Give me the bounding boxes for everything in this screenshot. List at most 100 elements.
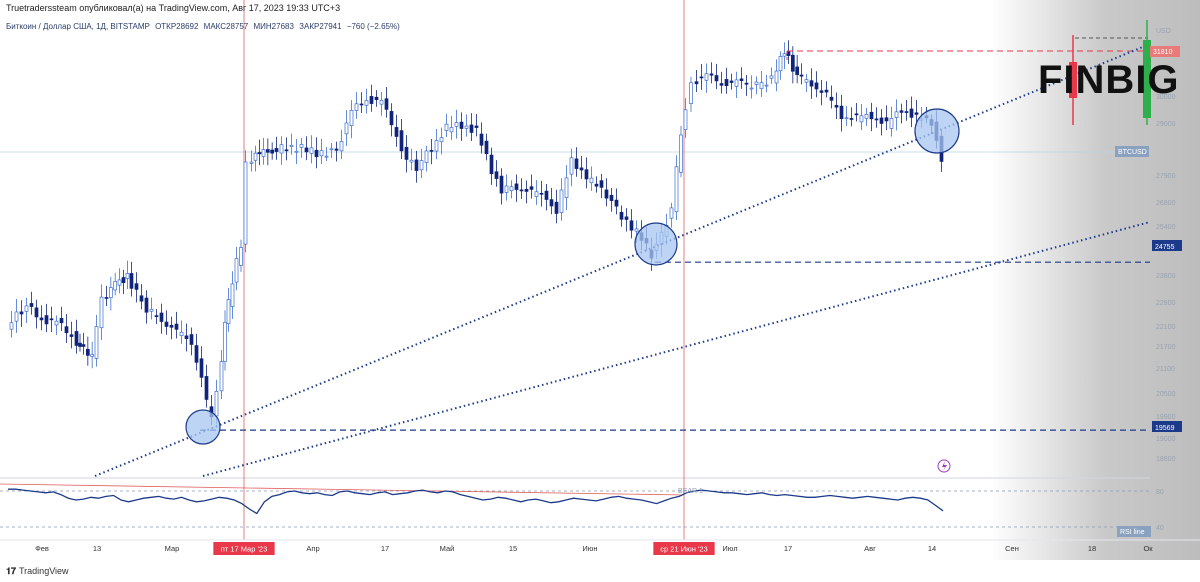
y-axis[interactable]: USD 30000 29000 27900 26800 25400 24755 23800 22…: [1115, 28, 1182, 463]
candle: [219, 350, 224, 400]
candle: [334, 141, 339, 162]
candle-body: [884, 117, 889, 122]
candle: [439, 127, 444, 155]
x-event-tag: ср 21 Июн '23: [660, 545, 707, 554]
candle: [909, 96, 914, 128]
candle-body: [764, 84, 769, 87]
candle: [289, 133, 294, 155]
candle: [184, 323, 189, 352]
x-tick-Мар: Мар: [165, 544, 180, 553]
candle: [594, 176, 599, 193]
candle-body: [739, 78, 744, 81]
x-tick-13: 13: [93, 544, 101, 553]
candle: [104, 285, 109, 306]
candle-body: [749, 87, 754, 90]
candle-body: [261, 149, 266, 157]
logo-candle-red: [1069, 62, 1077, 98]
candle: [474, 113, 479, 137]
candle-body: [839, 105, 844, 120]
candle-body: [709, 73, 714, 76]
candle: [879, 109, 884, 136]
candle-body: [384, 98, 389, 110]
candle: [719, 71, 724, 94]
candle: [279, 136, 284, 165]
candle: [74, 319, 79, 354]
candle: [749, 75, 754, 99]
footer-brand[interactable]: TradingView: [19, 566, 69, 576]
candle-body: [64, 326, 69, 334]
candle: [584, 157, 589, 189]
candle: [270, 142, 275, 160]
candle-body: [504, 185, 509, 193]
candle-body: [474, 125, 479, 128]
symbol-name[interactable]: Биткоин / Доллар США, 1Д, BITSTAMP: [6, 22, 150, 31]
candle-body: [782, 53, 787, 57]
candle-body: [624, 216, 629, 220]
candle-body: [174, 323, 179, 330]
candle-body: [169, 324, 174, 328]
candle: [699, 64, 704, 90]
candle: [814, 71, 819, 98]
candle-body: [619, 211, 624, 220]
candle-body: [879, 117, 884, 124]
candle: [524, 180, 529, 204]
candle-body: [270, 149, 275, 154]
candle: [489, 147, 494, 185]
candle: [34, 299, 39, 329]
x-tick-17: 17: [381, 544, 389, 553]
candle-body: [29, 303, 34, 307]
rsi-annotation: BEAR 1: [678, 488, 703, 495]
candle-body: [434, 140, 439, 152]
candlestick-series: [9, 40, 944, 425]
candle-body: [90, 354, 95, 357]
candle: [81, 332, 86, 355]
candle: [504, 174, 509, 201]
candle: [139, 284, 144, 310]
candle-body: [754, 81, 759, 85]
y-tick-21700: 21700: [1156, 344, 1176, 351]
candle-body: [554, 201, 559, 214]
candle: [844, 106, 849, 127]
candle: [359, 92, 364, 113]
candle: [319, 138, 324, 164]
candle-body: [524, 188, 529, 192]
rsi-pane[interactable]: 80 40 BEAR 1 RSI line: [0, 483, 1164, 537]
candle: [704, 63, 709, 93]
candle-body: [117, 279, 122, 286]
candle: [424, 145, 429, 172]
candle-body: [444, 123, 449, 131]
candle: [49, 306, 54, 333]
candle: [64, 314, 69, 344]
candle: [754, 76, 759, 95]
candle: [484, 133, 489, 161]
x-event-tag-bg: [653, 542, 715, 555]
candle-body: [164, 321, 169, 327]
candle-body: [399, 130, 404, 152]
candle-body: [354, 103, 359, 111]
candle: [564, 165, 569, 211]
candle-body: [909, 108, 914, 118]
candle: [14, 298, 19, 333]
y-tick-29000: 29000: [1156, 121, 1176, 128]
candle-body: [669, 207, 674, 219]
candle: [769, 67, 774, 84]
open-value: ОТКР28692: [155, 22, 199, 31]
x-tick-Ок: Ок: [1143, 544, 1153, 553]
candle-body: [674, 166, 679, 213]
candle-body: [694, 81, 699, 85]
candle-body: [34, 307, 39, 318]
candle: [629, 209, 634, 239]
candle-body: [219, 361, 224, 392]
candle-body: [819, 90, 824, 93]
candle-body: [834, 105, 839, 108]
candle: [204, 364, 209, 408]
candle-body: [194, 345, 199, 363]
price-tag-24755: 24755: [1155, 244, 1175, 251]
candle: [864, 107, 869, 127]
candle: [782, 42, 787, 70]
x-axis[interactable]: Фев 13 Мар пт 17 Мар '23 Апр 17 Май 15 Июн ср 21 …: [0, 539, 1200, 555]
candle-body: [609, 194, 614, 201]
rsi-label: RSI line: [1120, 529, 1145, 536]
candle: [179, 320, 184, 344]
